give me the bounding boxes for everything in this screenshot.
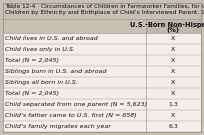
Bar xyxy=(3,77,201,88)
Bar xyxy=(3,88,201,99)
Text: Siblings all born in U.S.: Siblings all born in U.S. xyxy=(5,80,78,85)
Text: X: X xyxy=(171,58,175,63)
Text: 1.3: 1.3 xyxy=(168,102,178,107)
Text: U.S.-Born Non-Hispanic: U.S.-Born Non-Hispanic xyxy=(130,21,204,28)
Text: X: X xyxy=(171,47,175,52)
Text: Siblings born in U.S. and abroad: Siblings born in U.S. and abroad xyxy=(5,69,106,74)
Text: Total (N = 2,045): Total (N = 2,045) xyxy=(5,91,59,96)
Text: Child’s father came to U.S. first (N = 658): Child’s father came to U.S. first (N = 6… xyxy=(5,113,137,118)
Bar xyxy=(3,44,201,55)
Text: Total (N = 2,045): Total (N = 2,045) xyxy=(5,58,59,63)
Text: Child lives in U.S. and abroad: Child lives in U.S. and abroad xyxy=(5,36,98,41)
Text: X: X xyxy=(171,36,175,41)
Bar xyxy=(3,121,201,132)
Bar xyxy=(3,19,146,33)
Text: Child separated from one parent (N = 5,623): Child separated from one parent (N = 5,6… xyxy=(5,102,147,107)
Text: Table 12-4   Circumstances of Children in Farmworker Families, for U.S.-Based ar: Table 12-4 Circumstances of Children in … xyxy=(5,4,204,9)
Bar xyxy=(3,66,201,77)
Bar xyxy=(3,33,201,44)
Bar xyxy=(3,99,201,110)
Bar xyxy=(3,110,201,121)
Text: X: X xyxy=(171,80,175,85)
Text: Children by Ethnicity and Birthplace of Child’s Interviewed Parent, 1993-1995: Children by Ethnicity and Birthplace of … xyxy=(5,10,204,15)
Text: X: X xyxy=(171,91,175,96)
Bar xyxy=(146,19,201,33)
Text: X: X xyxy=(171,69,175,74)
Text: (%): (%) xyxy=(167,26,180,33)
Text: 6.3: 6.3 xyxy=(168,124,178,129)
Text: Child’s family migrates each year: Child’s family migrates each year xyxy=(5,124,111,129)
Bar xyxy=(3,55,201,66)
Text: Child lives only in U.S.: Child lives only in U.S. xyxy=(5,47,75,52)
Text: X: X xyxy=(171,113,175,118)
